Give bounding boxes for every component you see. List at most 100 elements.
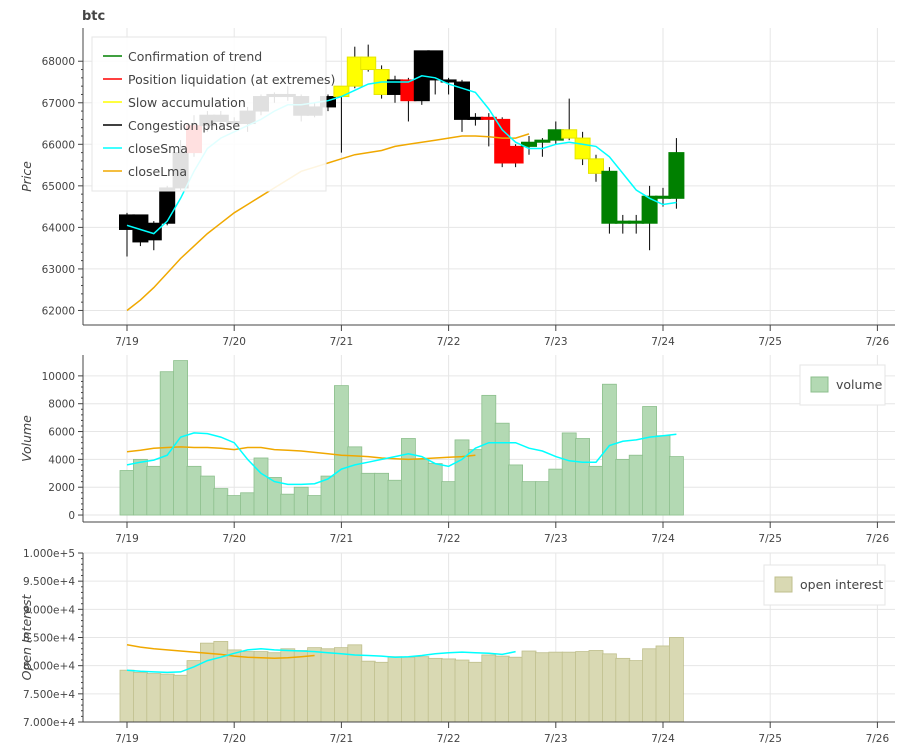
candle-body [655, 195, 671, 199]
candle-body [454, 81, 470, 120]
oi-bar [159, 673, 175, 723]
volume-bar [213, 488, 229, 516]
oi-bar [481, 654, 497, 723]
price-ytick-label: 68000 [42, 56, 75, 68]
oi-ytick-label: 9.000e+4 [23, 604, 75, 616]
oi-bar [535, 652, 550, 723]
volume-ytick-label: 2000 [48, 482, 75, 494]
oi-ylabel: Open Interest [19, 594, 34, 681]
price-ytick-label: 62000 [42, 305, 75, 317]
oi-bar [320, 648, 336, 723]
volume-bar [467, 449, 483, 516]
oi-bar [333, 647, 349, 723]
oi-bar [669, 637, 684, 723]
oi-bar [628, 660, 644, 723]
volume-bar [602, 383, 617, 516]
volume-closeSma-line [126, 432, 677, 486]
candle-body [534, 139, 551, 143]
price-xtick-label: 7/23 [544, 336, 568, 348]
oi-bar [548, 651, 564, 723]
candle-body [668, 152, 685, 199]
oi-bar [602, 653, 617, 723]
oi-bar [467, 661, 483, 723]
candle-body [547, 129, 564, 141]
oi-closeSma-line [126, 648, 516, 674]
oi-xtick-label: 7/24 [651, 733, 675, 745]
volume-bar [588, 465, 604, 516]
oi-bar [253, 651, 269, 723]
oi-bar [266, 652, 282, 723]
oi-closeLma-line [126, 644, 315, 660]
volume-ytick-label: 0 [68, 510, 75, 522]
volume-bar [628, 454, 644, 516]
marks-layer [119, 44, 685, 723]
volume-bar [615, 458, 631, 516]
volume-bar [441, 481, 457, 516]
candle-body [159, 187, 176, 224]
oi-bar [414, 656, 430, 723]
legend-label: Slow accumulation [128, 95, 246, 110]
oi-xtick-label: 7/21 [330, 733, 354, 745]
oi-xtick-label: 7/20 [222, 733, 246, 745]
volume-bar [414, 458, 430, 516]
oi-xtick-label: 7/22 [437, 733, 461, 745]
volume-bar [494, 422, 510, 516]
volume-bar [347, 446, 363, 516]
volume-bar [360, 472, 376, 516]
price-ytick-label: 64000 [42, 222, 75, 234]
legend-label: Position liquidation (at extremes) [128, 72, 335, 87]
volume-bar [253, 457, 269, 516]
volume-bar [132, 458, 148, 516]
volume-bar [400, 438, 416, 516]
oi-bar [400, 656, 416, 723]
oi-ytick-label: 7.500e+4 [23, 689, 75, 701]
oi-bar [240, 651, 256, 723]
price-xtick-label: 7/20 [222, 336, 246, 348]
oi-legend-label: open interest [800, 577, 883, 592]
volume-ylabel: Volume [19, 415, 34, 462]
volume-bar [642, 406, 657, 516]
price-xtick-label: 7/21 [330, 336, 354, 348]
oi-bar [360, 660, 376, 723]
candle-body [614, 220, 631, 224]
candle-body [467, 116, 484, 120]
volume-xtick-label: 7/22 [437, 533, 461, 545]
oi-xtick-label: 7/23 [544, 733, 568, 745]
volume-legend-swatch [810, 376, 829, 393]
price-xtick-label: 7/22 [437, 336, 461, 348]
axes-layer: 62000 63000 64000 65000 66000 67000 68000 7/19 7… [19, 28, 895, 745]
oi-bar [374, 661, 390, 723]
volume-xtick-label: 7/26 [866, 533, 890, 545]
price-xtick-label: 7/26 [866, 336, 890, 348]
price-ytick-label: 63000 [42, 264, 75, 276]
candle-body [574, 137, 591, 160]
volume-bar [669, 456, 684, 516]
volume-bar [186, 465, 202, 516]
legend-layer: Confirmation of trend Position liquidatio… [91, 36, 886, 606]
oi-bar [441, 658, 457, 723]
oi-bar [427, 657, 443, 723]
oi-bar [293, 650, 309, 723]
oi-bar [494, 655, 510, 723]
oi-bar [521, 650, 537, 723]
volume-bar [240, 492, 256, 516]
volume-bar [535, 481, 550, 516]
price-ytick-label: 65000 [42, 181, 75, 193]
volume-bar [374, 472, 390, 516]
volume-bar [481, 394, 497, 516]
volume-bar [333, 385, 349, 516]
volume-bar [119, 470, 135, 516]
oi-ytick-label: 8.000e+4 [23, 661, 75, 673]
oi-bar [226, 649, 242, 723]
oi-ytick-label: 1.000e+5 [23, 548, 75, 560]
oi-bar [387, 656, 403, 723]
price-legend-box [91, 36, 327, 192]
candle-body [588, 158, 604, 174]
oi-bar [642, 648, 657, 723]
volume-bar [199, 475, 215, 516]
oi-bar [199, 642, 215, 723]
oi-bar [280, 648, 296, 723]
oi-legend-swatch [774, 576, 793, 593]
oi-bar [454, 659, 470, 723]
oi-bar [655, 645, 671, 723]
